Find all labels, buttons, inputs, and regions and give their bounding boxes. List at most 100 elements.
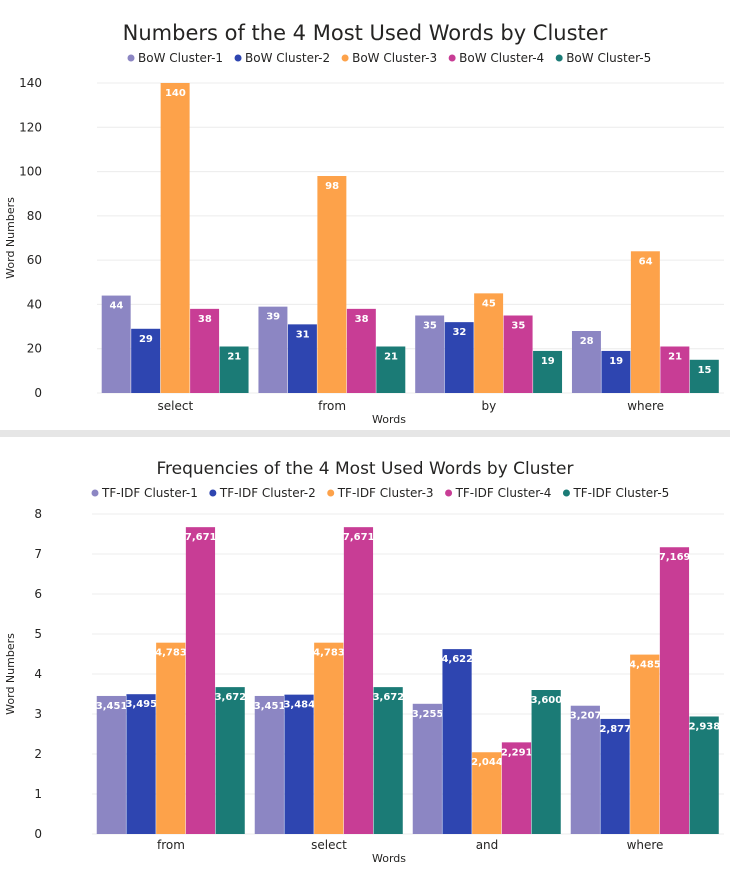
bar-from-series-5 <box>376 346 406 393</box>
bar-from-series-2 <box>126 694 156 834</box>
tfidf-chart-panel: Frequencies of the 4 Most Used Words by … <box>0 437 730 871</box>
legend-marker-4 <box>448 54 456 62</box>
legend-marker-4 <box>445 489 453 497</box>
data-label: 4,622 <box>441 654 473 665</box>
legend-entry-3: BoW Cluster-3 <box>352 51 437 65</box>
legend-entry-2: TF-IDF Cluster-2 <box>219 486 316 500</box>
bar-where-series-4 <box>660 346 690 393</box>
data-label: 2,291 <box>501 747 533 758</box>
x-tick-label: where <box>627 399 664 413</box>
data-label: 7,671 <box>343 532 375 543</box>
bar-and-series-3 <box>472 752 502 834</box>
legend-marker-3 <box>341 54 349 62</box>
data-label: 140 <box>165 88 186 99</box>
legend-marker-5 <box>555 54 563 62</box>
legend-marker-2 <box>209 489 217 497</box>
y-tick-label: 140 <box>19 76 42 90</box>
data-label: 3,484 <box>283 700 315 711</box>
data-label: 3,207 <box>570 711 602 722</box>
y-tick-label: 40 <box>27 297 42 311</box>
legend-marker-3 <box>327 489 335 497</box>
data-label: 3,672 <box>373 692 405 703</box>
data-label: 45 <box>482 298 496 309</box>
y-tick-label: 5 <box>34 627 42 641</box>
bar-where-series-5 <box>689 716 719 834</box>
chart-title: Numbers of the 4 Most Used Words by Clus… <box>123 21 608 45</box>
y-tick-label: 7 <box>34 547 42 561</box>
data-label: 21 <box>668 352 682 363</box>
chart-title: Frequencies of the 4 Most Used Words by … <box>156 459 573 479</box>
bar-select-series-2 <box>284 694 314 834</box>
y-tick-label: 2 <box>34 747 42 761</box>
bar-by-series-3 <box>474 293 504 393</box>
data-label: 3,451 <box>254 701 286 712</box>
bar-select-series-5 <box>373 687 403 834</box>
y-tick-label: 60 <box>27 253 42 267</box>
y-axis-title: Word Numbers <box>4 197 17 279</box>
y-tick-label: 80 <box>27 209 42 223</box>
x-tick-label: by <box>482 399 497 413</box>
bar-and-series-4 <box>501 742 532 834</box>
bar-where-series-2 <box>600 718 630 834</box>
data-label: 29 <box>139 334 153 345</box>
data-label: 3,255 <box>412 709 444 720</box>
bar-where-series-1 <box>571 331 601 393</box>
legend-marker-5 <box>562 489 570 497</box>
bar-from-series-5 <box>215 687 245 834</box>
bar-select-series-3 <box>160 83 190 393</box>
data-label: 15 <box>698 365 712 376</box>
legend-marker-1 <box>127 54 135 62</box>
bar-and-series-1 <box>412 703 442 834</box>
bar-select-series-5 <box>219 346 249 393</box>
bar-where-series-3 <box>630 654 660 834</box>
bar-from-series-4 <box>185 527 216 834</box>
data-label: 64 <box>639 256 653 267</box>
y-tick-label: 8 <box>34 507 42 521</box>
bar-from-series-3 <box>317 176 347 393</box>
y-tick-label: 120 <box>19 120 42 134</box>
data-label: 3,495 <box>125 699 157 710</box>
y-tick-label: 3 <box>34 707 42 721</box>
data-label: 2,938 <box>689 721 721 732</box>
x-axis-title: Words <box>372 852 406 865</box>
data-label: 7,169 <box>659 552 691 563</box>
data-label: 4,485 <box>629 660 661 671</box>
legend-entry-1: TF-IDF Cluster-1 <box>101 486 198 500</box>
legend-entry-4: BoW Cluster-4 <box>459 51 544 65</box>
legend-entry-2: BoW Cluster-2 <box>245 51 330 65</box>
bar-from-series-2 <box>287 324 317 393</box>
y-tick-label: 1 <box>34 787 42 801</box>
data-label: 2,044 <box>471 757 503 768</box>
bar-from-series-3 <box>156 642 186 834</box>
data-label: 98 <box>325 181 339 192</box>
data-label: 31 <box>296 329 310 340</box>
bar-select-series-1 <box>101 295 131 393</box>
bar-from-series-4 <box>346 308 376 393</box>
bar-select-series-4 <box>190 308 220 393</box>
bow-chart-panel: Numbers of the 4 Most Used Words by Clus… <box>0 0 730 430</box>
data-label: 7,671 <box>185 532 217 543</box>
bar-by-series-5 <box>533 350 563 393</box>
legend-entry-5: TF-IDF Cluster-5 <box>572 486 669 500</box>
data-label: 21 <box>384 352 398 363</box>
legend-marker-2 <box>234 54 242 62</box>
data-label: 4,783 <box>313 648 345 659</box>
x-axis-title: Words <box>372 413 406 426</box>
data-label: 4,783 <box>155 648 187 659</box>
x-tick-label: from <box>318 399 346 413</box>
bar-select-series-3 <box>314 642 344 834</box>
data-label: 3,672 <box>215 692 247 703</box>
data-label: 19 <box>609 356 623 367</box>
data-label: 2,877 <box>599 724 631 735</box>
data-label: 19 <box>541 356 555 367</box>
data-label: 35 <box>423 321 437 332</box>
y-tick-label: 100 <box>19 165 42 179</box>
bar-select-series-2 <box>131 328 161 393</box>
y-tick-label: 20 <box>27 342 42 356</box>
bar-where-series-2 <box>601 350 631 393</box>
bar-by-series-4 <box>503 315 533 393</box>
x-tick-label: where <box>627 838 664 852</box>
tfidf-chart: Frequencies of the 4 Most Used Words by … <box>4 459 724 865</box>
x-tick-label: from <box>157 838 185 852</box>
bar-by-series-1 <box>415 315 445 393</box>
